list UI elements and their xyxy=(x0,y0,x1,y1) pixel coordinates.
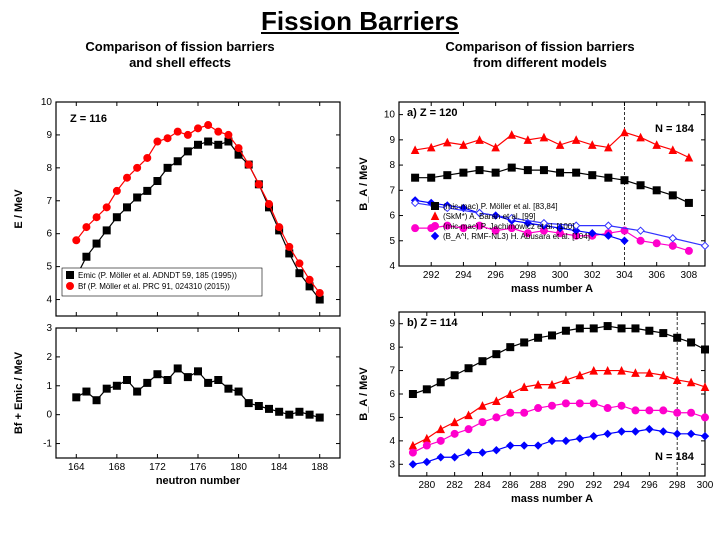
svg-text:Bf + Emic / MeV: Bf + Emic / MeV xyxy=(13,351,25,434)
chart-right-bottom: 3 4 5 6 7 8 9 280 282 284 286 288 290 292 294 296 298 300… xyxy=(355,304,715,514)
svg-text:B_A / MeV: B_A / MeV xyxy=(358,157,370,211)
svg-text:3: 3 xyxy=(389,459,395,470)
svg-text:280: 280 xyxy=(418,480,435,491)
svg-text:180: 180 xyxy=(230,462,247,473)
svg-text:308: 308 xyxy=(681,270,698,281)
left-subtitle: Comparison of fission barriersand shell … xyxy=(10,39,350,70)
svg-text:4: 4 xyxy=(389,261,395,272)
svg-text:8: 8 xyxy=(389,160,395,171)
subtitle-row: Comparison of fission barriersand shell … xyxy=(0,39,720,70)
svg-text:(mic-mac) P. Jachimowicz et al: (mic-mac) P. Jachimowicz et al. [100] xyxy=(443,222,574,231)
svg-text:3: 3 xyxy=(46,324,52,334)
svg-text:288: 288 xyxy=(530,480,547,491)
svg-text:(mic-mac) P. Möller et al. [83: (mic-mac) P. Möller et al. [83,84] xyxy=(443,202,558,211)
svg-text:4: 4 xyxy=(46,295,52,306)
svg-text:neutron number: neutron number xyxy=(156,475,241,487)
svg-text:292: 292 xyxy=(423,270,440,281)
svg-text:Emic (P. Möller et al. ADNDT 5: Emic (P. Möller et al. ADNDT 59, 185 (19… xyxy=(78,271,237,280)
svg-text:0: 0 xyxy=(46,410,52,421)
chart-area: 45678910E / MeVZ = 116Emic (P. Möller et… xyxy=(0,94,720,534)
svg-text:5: 5 xyxy=(389,236,395,247)
svg-text:298: 298 xyxy=(669,480,686,491)
svg-text:290: 290 xyxy=(558,480,575,491)
svg-text:N = 184: N = 184 xyxy=(655,451,695,463)
right-subtitle: Comparison of fission barriersfrom diffe… xyxy=(370,39,710,70)
svg-text:284: 284 xyxy=(474,480,491,491)
svg-text:mass number A: mass number A xyxy=(511,283,593,295)
svg-text:7: 7 xyxy=(389,185,395,196)
svg-text:9: 9 xyxy=(389,135,395,146)
svg-text:5: 5 xyxy=(46,262,52,273)
svg-text:N = 184: N = 184 xyxy=(655,123,695,135)
svg-text:168: 168 xyxy=(109,462,126,473)
svg-text:184: 184 xyxy=(271,462,288,473)
chart-left-top: 4 5 6 7 8 9 10 E / MeV Z = 116 Emic (P. Möller et… xyxy=(10,94,350,324)
chart-right-top: 4 5 6 7 8 9 10 292 294 296 298 300 302 304 306 308 B_A /… xyxy=(355,94,715,304)
svg-text:Z = 116: Z = 116 xyxy=(70,113,107,125)
svg-text:7: 7 xyxy=(389,366,395,377)
svg-text:296: 296 xyxy=(487,270,504,281)
svg-text:5: 5 xyxy=(389,412,395,423)
svg-text:300: 300 xyxy=(697,480,714,491)
svg-text:304: 304 xyxy=(616,270,633,281)
svg-text:8: 8 xyxy=(389,342,395,353)
svg-text:176: 176 xyxy=(190,462,207,473)
svg-text:306: 306 xyxy=(648,270,665,281)
svg-text:1: 1 xyxy=(46,381,52,392)
svg-text:188: 188 xyxy=(311,462,328,473)
svg-text:6: 6 xyxy=(389,389,395,400)
svg-text:6: 6 xyxy=(389,211,395,222)
svg-text:294: 294 xyxy=(613,480,630,491)
svg-text:b) Z = 114: b) Z = 114 xyxy=(407,317,458,329)
svg-text:294: 294 xyxy=(455,270,472,281)
svg-text:6: 6 xyxy=(46,229,52,240)
svg-text:4: 4 xyxy=(389,436,395,447)
svg-text:mass number A: mass number A xyxy=(511,493,593,505)
svg-text:8: 8 xyxy=(46,163,52,174)
svg-text:B_A / MeV: B_A / MeV xyxy=(358,367,370,421)
chart-left-bottom: -1 0 1 2 3 164 168 172 176 180 184 188 Bf + Emic / M… xyxy=(10,324,350,494)
svg-text:286: 286 xyxy=(502,480,519,491)
svg-text:300: 300 xyxy=(552,270,569,281)
svg-text:282: 282 xyxy=(446,480,463,491)
svg-text:302: 302 xyxy=(584,270,601,281)
page-title: Fission Barriers xyxy=(0,0,720,39)
svg-text:10: 10 xyxy=(384,110,396,121)
svg-text:7: 7 xyxy=(46,196,52,207)
svg-text:E / MeV: E / MeV xyxy=(13,189,25,229)
svg-text:10: 10 xyxy=(41,97,53,108)
svg-text:9: 9 xyxy=(389,319,395,330)
svg-text:298: 298 xyxy=(519,270,536,281)
svg-text:296: 296 xyxy=(641,480,658,491)
svg-text:2: 2 xyxy=(46,352,52,363)
svg-text:a) Z = 120: a) Z = 120 xyxy=(407,107,457,119)
svg-text:164: 164 xyxy=(68,462,85,473)
svg-text:Bf (P. Möller et al. PRC 91, 0: Bf (P. Möller et al. PRC 91, 024310 (201… xyxy=(78,282,230,291)
svg-text:(SkM*) A. Baran et al. [99]: (SkM*) A. Baran et al. [99] xyxy=(443,212,535,221)
svg-text:172: 172 xyxy=(149,462,166,473)
svg-text:292: 292 xyxy=(585,480,602,491)
svg-text:9: 9 xyxy=(46,130,52,141)
svg-text:-1: -1 xyxy=(43,439,52,450)
svg-text:(B_A^I, RMF-NL3) H. Abusara et: (B_A^I, RMF-NL3) H. Abusara et al. [104] xyxy=(443,232,590,241)
